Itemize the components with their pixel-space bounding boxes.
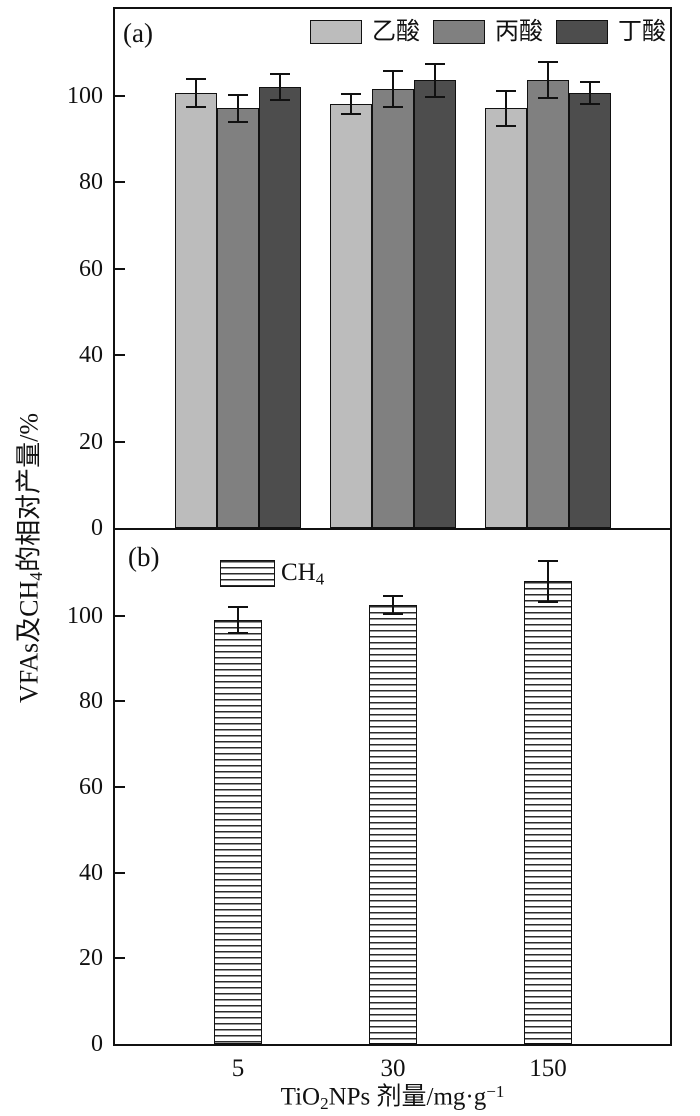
bar-丁酸-5 <box>259 86 301 528</box>
legend-item: 丁酸 <box>556 20 666 44</box>
error-stem <box>547 559 549 603</box>
error-stem <box>195 78 197 109</box>
legend-swatch-CH4 <box>220 560 275 588</box>
y-tick <box>115 354 125 356</box>
error-bar-丙酸-150 <box>538 61 558 100</box>
bar-CH4-5 <box>214 619 262 1044</box>
error-stem <box>392 69 394 109</box>
y-tick-label: 60 <box>79 774 103 800</box>
error-stem <box>547 61 549 100</box>
y-tick-label: 80 <box>79 169 103 195</box>
x-tick-label: 150 <box>529 1055 567 1082</box>
error-cap-bottom <box>186 106 206 109</box>
error-stem <box>434 63 436 98</box>
error-bar-丙酸-5 <box>228 94 248 123</box>
legend-item: CH4 <box>220 560 324 587</box>
bar-丙酸-150 <box>527 80 569 528</box>
panel-b-label: (b) <box>128 542 160 572</box>
error-cap-bottom <box>425 95 445 98</box>
error-cap-bottom <box>383 106 403 109</box>
legend-item: 乙酸 <box>310 20 420 44</box>
legend-swatch-乙酸 <box>310 20 362 44</box>
error-cap-bottom <box>228 632 248 635</box>
bar-丙酸-30 <box>372 89 414 528</box>
error-cap-bottom <box>383 612 403 615</box>
panel-a-label: (a) <box>123 18 153 48</box>
y-tick-label: 0 <box>91 1031 103 1057</box>
y-tick-label: 80 <box>79 688 103 715</box>
error-cap-bottom <box>341 112 361 115</box>
legend-label: 乙酸 <box>372 19 420 45</box>
y-tick <box>115 614 125 617</box>
legend-label: 丙酸 <box>495 19 543 45</box>
error-bar-丁酸-30 <box>425 63 445 98</box>
bar-乙酸-150 <box>485 108 527 528</box>
y-tick <box>115 700 125 703</box>
error-bar-CH4-150 <box>538 559 558 603</box>
y-tick-label: 20 <box>79 428 103 455</box>
error-bar-乙酸-5 <box>186 78 206 109</box>
y-tick <box>115 786 125 788</box>
x-tick-label: 30 <box>380 1055 406 1082</box>
x-tick-label: 5 <box>231 1055 245 1082</box>
panel-a: (a) 乙酸 丙酸 丁酸 <box>113 7 672 530</box>
y-tick-label: 60 <box>79 255 103 282</box>
y-tick <box>115 957 125 960</box>
legend-panel-a: 乙酸 丙酸 丁酸 <box>310 20 666 44</box>
legend-label: 丁酸 <box>618 19 666 45</box>
error-stem <box>237 605 239 635</box>
error-stem <box>279 73 281 101</box>
error-bar-丙酸-30 <box>383 69 403 109</box>
y-tick <box>115 181 125 183</box>
y-tick <box>115 267 125 270</box>
panel-b: (b) CH4 <box>113 530 672 1046</box>
error-cap-bottom <box>538 97 558 100</box>
y-axis-title-text: VFAs及CH4的相对产量/% <box>14 412 46 704</box>
error-bar-丁酸-150 <box>580 81 600 106</box>
bar-丁酸-30 <box>414 80 456 528</box>
error-stem <box>350 93 352 115</box>
legend-swatch-丙酸 <box>433 20 485 44</box>
y-tick-label: 40 <box>79 342 103 368</box>
x-axis-title: TiO2NPs 剂量/mg·g−1 <box>280 1082 505 1113</box>
error-cap-bottom <box>538 600 558 603</box>
error-bar-乙酸-150 <box>496 90 516 127</box>
bar-CH4-150 <box>524 581 572 1044</box>
error-cap-bottom <box>496 124 516 127</box>
y-tick-label: 100 <box>67 602 103 629</box>
error-stem <box>505 90 507 127</box>
y-tick-label: 0 <box>91 515 103 541</box>
error-bar-丁酸-5 <box>270 73 290 101</box>
y-tick-label: 40 <box>79 859 103 886</box>
error-stem <box>392 595 394 615</box>
error-cap-bottom <box>580 103 600 106</box>
bar-CH4-30 <box>369 604 417 1044</box>
bar-乙酸-5 <box>175 93 217 528</box>
error-bar-CH4-30 <box>383 595 403 615</box>
y-tick <box>115 871 125 874</box>
y-tick <box>115 94 125 97</box>
legend-item: 丙酸 <box>433 20 543 44</box>
bar-丁酸-150 <box>569 93 611 528</box>
error-cap-bottom <box>270 98 290 101</box>
legend-panel-b: CH4 <box>220 560 324 587</box>
y-tick-label: 100 <box>67 82 103 109</box>
error-bar-乙酸-30 <box>341 93 361 115</box>
y-tick <box>115 440 125 443</box>
bar-丙酸-5 <box>217 108 259 528</box>
legend-label: CH4 <box>281 559 325 589</box>
legend-swatch-丁酸 <box>556 20 608 44</box>
error-stem <box>237 94 239 123</box>
error-cap-bottom <box>228 120 248 123</box>
bar-乙酸-30 <box>330 104 372 528</box>
y-tick-label: 20 <box>79 945 103 972</box>
error-stem <box>589 81 591 106</box>
error-bar-CH4-5 <box>228 605 248 635</box>
